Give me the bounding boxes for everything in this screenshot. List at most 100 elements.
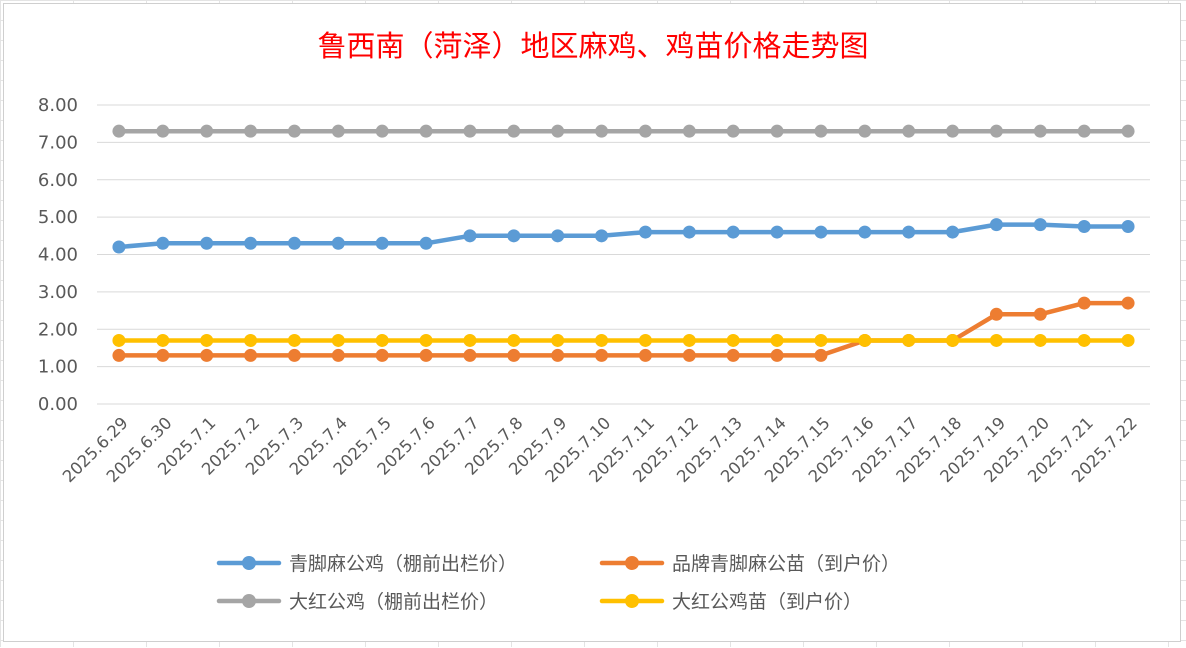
data-point [331,124,345,138]
data-point [463,229,477,243]
data-point [551,348,565,362]
y-tick-label: 7.00 [38,132,78,153]
data-point [814,348,828,362]
data-point [726,348,740,362]
series-1 [112,218,1135,254]
gridlines [97,104,1150,405]
series-line [116,222,1131,250]
data-point [112,348,126,362]
data-point [200,236,214,250]
data-point [419,348,433,362]
data-point [682,348,696,362]
data-point [595,333,609,347]
data-point [858,225,872,239]
data-point [1077,296,1091,310]
x-axis-tick-labels: 2025.6.292025.6.302025.7.12025.7.22025.7… [59,413,1141,486]
data-point [419,236,433,250]
data-point [419,124,433,138]
data-point [595,348,609,362]
data-point [112,333,126,347]
data-point [375,124,389,138]
data-point [946,124,960,138]
data-point [507,229,521,243]
data-point [814,333,828,347]
legend-entry[interactable]: 青脚麻公鸡（棚前出栏价） [216,553,517,575]
legend-swatch-marker [625,594,639,608]
chart-title: 鲁西南（菏泽）地区麻鸡、鸡苗价格走势图 [317,29,868,63]
data-point [682,333,696,347]
data-point [463,124,477,138]
data-point [770,225,784,239]
data-point [726,124,740,138]
legend-entry[interactable]: 大红公鸡（棚前出栏价） [216,591,498,613]
data-point [726,333,740,347]
legend-entry[interactable]: 品牌青脚麻公苗（到户价） [599,553,900,575]
data-point [638,225,652,239]
data-point [1121,124,1135,138]
data-point [375,333,389,347]
data-point [244,236,258,250]
data-point [331,236,345,250]
legend-swatch-marker [242,556,256,570]
data-point [770,124,784,138]
data-point [287,348,301,362]
data-point [682,124,696,138]
data-point [551,229,565,243]
data-point [1033,333,1047,347]
chart-svg: 鲁西南（菏泽）地区麻鸡、鸡苗价格走势图 0.00 1.00 2.00 3.00 4.00… [38,29,1150,613]
data-point [638,348,652,362]
y-tick-label: 8.00 [38,95,78,116]
data-point [463,348,477,362]
data-point [902,333,916,347]
data-point [1033,124,1047,138]
data-point [726,225,740,239]
data-point [770,348,784,362]
legend-swatch-marker [242,594,256,608]
data-point [507,333,521,347]
data-point [989,124,1003,138]
data-point [287,124,301,138]
data-point [331,333,345,347]
legend-label: 青脚麻公鸡（棚前出栏价） [289,553,517,575]
y-tick-label: 5.00 [38,207,78,228]
y-tick-label: 3.00 [38,282,78,303]
series-4 [112,333,1135,347]
data-point [419,333,433,347]
data-point [112,240,126,254]
data-point [858,124,872,138]
data-point [551,124,565,138]
data-point [595,229,609,243]
data-point [287,333,301,347]
chart-frame[interactable]: 鲁西南（菏泽）地区麻鸡、鸡苗价格走势图 0.00 1.00 2.00 3.00 4.00… [3,3,1181,642]
data-point [156,333,170,347]
y-tick-label: 2.00 [38,319,78,340]
data-point [595,124,609,138]
data-point [1077,124,1091,138]
data-point [638,124,652,138]
data-point [770,333,784,347]
data-point [375,236,389,250]
data-point [638,333,652,347]
data-point [902,225,916,239]
legend-swatch-marker [625,556,639,570]
legend-entry[interactable]: 大红公鸡苗（到户价） [599,591,862,613]
data-point [244,124,258,138]
y-tick-label: 1.00 [38,357,78,378]
y-axis-tick-labels: 0.00 1.00 2.00 3.00 4.00 5.00 6.00 7.00 8.00 [38,95,78,415]
data-point [1033,218,1047,232]
data-point [989,218,1003,232]
data-point [1121,296,1135,310]
data-point [1121,333,1135,347]
data-point [902,124,916,138]
data-point [814,225,828,239]
data-point [200,348,214,362]
data-point [989,307,1003,321]
data-point [507,348,521,362]
legend-label: 大红公鸡（棚前出栏价） [289,591,498,613]
data-point [200,124,214,138]
data-point [1077,333,1091,347]
data-point [682,225,696,239]
data-point [946,225,960,239]
data-point [112,124,126,138]
data-point [814,124,828,138]
